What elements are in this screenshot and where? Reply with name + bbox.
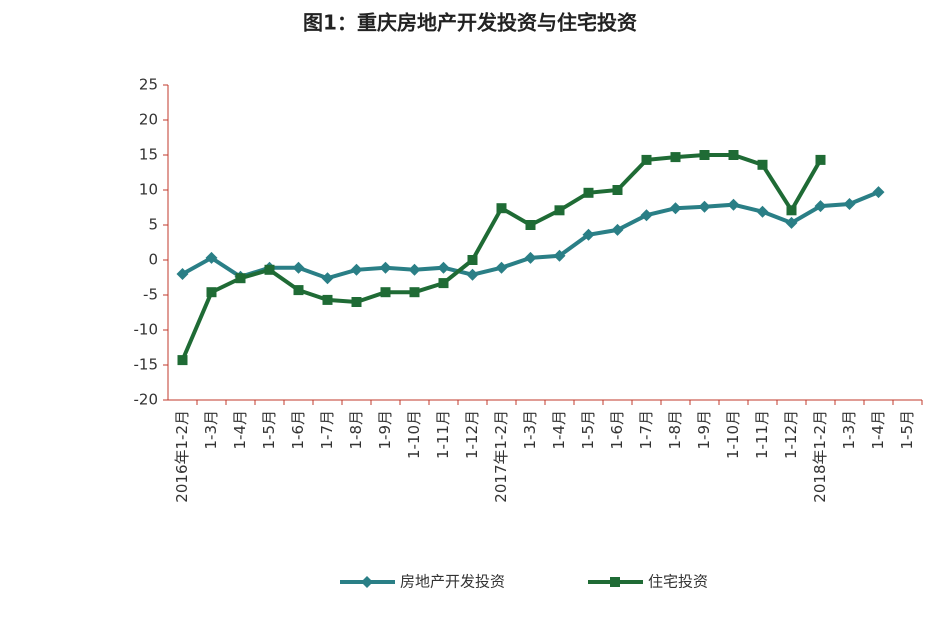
series-marker <box>583 187 594 198</box>
series-marker <box>727 198 740 211</box>
series-marker <box>757 159 768 170</box>
x-tick-label: 1-3月 <box>202 410 220 450</box>
series-marker <box>525 220 536 230</box>
series-marker <box>467 255 478 265</box>
series <box>177 150 826 366</box>
series-marker <box>670 152 681 163</box>
series-marker <box>612 185 623 195</box>
series-marker <box>843 198 856 210</box>
x-tick-label: 1-8月 <box>347 410 365 450</box>
x-tick-label: 1-4月 <box>550 410 568 450</box>
chart-title: 图1：重庆房地产开发投资与住宅投资 <box>303 11 637 35</box>
series-marker <box>235 273 246 284</box>
series-marker <box>669 202 682 215</box>
series-marker <box>292 261 305 274</box>
legend-label: 房地产开发投资 <box>400 573 505 591</box>
x-tick-label: 1-9月 <box>695 410 713 450</box>
x-tick-label: 1-6月 <box>608 410 626 450</box>
series-marker <box>554 205 565 216</box>
series-marker <box>786 205 797 216</box>
x-tick-label: 1-7月 <box>637 410 655 450</box>
y-tick-label: 5 <box>148 216 158 234</box>
y-tick-label: -10 <box>134 321 159 339</box>
series-marker <box>872 186 885 199</box>
series-marker <box>264 264 275 275</box>
series-marker <box>206 287 217 298</box>
x-tick-label: 1-3月 <box>521 410 539 450</box>
x-tick-label: 1-11月 <box>434 410 452 459</box>
series-marker <box>698 200 711 213</box>
legend-marker <box>361 576 373 588</box>
series-marker <box>293 285 304 296</box>
x-tick-label: 1-11月 <box>753 410 771 459</box>
series-marker <box>611 223 624 236</box>
legend-label: 住宅投资 <box>648 573 708 591</box>
y-tick-label: -15 <box>134 356 159 374</box>
series-marker <box>438 278 449 289</box>
legend-marker <box>610 577 620 587</box>
x-tick-label: 1-7月 <box>318 410 336 450</box>
series-marker <box>177 355 188 366</box>
series-marker <box>582 228 595 241</box>
series-marker <box>379 261 392 274</box>
series-marker <box>321 272 334 285</box>
x-tick-label: 1-10月 <box>724 410 742 459</box>
series-marker <box>728 150 739 160</box>
series-marker <box>205 251 218 264</box>
x-tick-label: 1-3月 <box>840 410 858 450</box>
y-tick-label: 10 <box>139 181 158 199</box>
x-tick-label: 1-12月 <box>463 410 481 459</box>
series-marker <box>814 200 827 213</box>
y-tick-label: 15 <box>139 146 158 164</box>
series-marker <box>815 154 826 165</box>
series-marker <box>437 261 450 274</box>
series-marker <box>176 268 189 280</box>
x-tick-label: 1-8月 <box>666 410 684 450</box>
series-marker <box>322 294 333 305</box>
series-marker <box>495 261 508 274</box>
y-tick-label: 20 <box>139 111 158 129</box>
x-tick-label: 2018年1-2月 <box>811 410 829 503</box>
x-tick-label: 1-5月 <box>898 410 916 450</box>
x-tick-label: 1-5月 <box>579 410 597 450</box>
series-marker <box>785 216 798 229</box>
x-tick-label: 1-12月 <box>782 410 800 459</box>
y-tick-label: -20 <box>134 391 159 409</box>
x-tick-label: 1-9月 <box>376 410 394 450</box>
y-tick-label: -5 <box>143 286 158 304</box>
series-marker <box>641 154 652 165</box>
series-marker <box>351 297 362 307</box>
series-marker <box>380 287 391 298</box>
series-marker <box>409 287 420 298</box>
x-tick-label: 1-4月 <box>231 410 249 450</box>
x-tick-label: 1-4月 <box>869 410 887 450</box>
series-marker <box>553 249 566 262</box>
x-tick-label: 2016年1-2月 <box>173 410 191 503</box>
x-tick-label: 2017年1-2月 <box>492 410 510 503</box>
series-marker <box>699 150 710 160</box>
series-marker <box>524 251 537 264</box>
series-marker <box>496 203 507 214</box>
y-tick-label: 25 <box>139 76 158 94</box>
series-marker <box>350 263 363 276</box>
y-tick-label: 0 <box>148 251 158 269</box>
x-tick-label: 1-10月 <box>405 410 423 459</box>
series-marker <box>756 205 769 218</box>
series-marker <box>640 209 653 222</box>
x-tick-label: 1-5月 <box>260 410 278 450</box>
series-marker <box>408 263 421 276</box>
x-tick-label: 1-6月 <box>289 410 307 450</box>
series-marker <box>466 268 479 281</box>
